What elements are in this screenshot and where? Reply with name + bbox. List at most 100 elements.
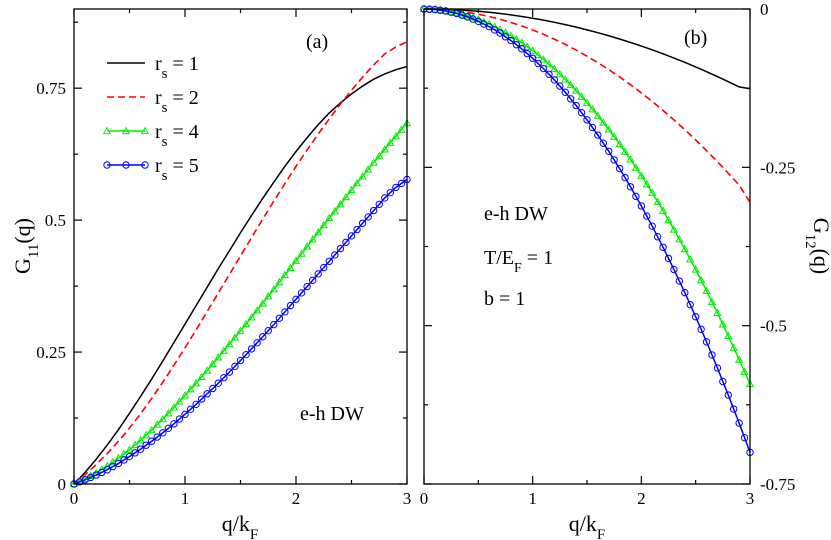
data-point bbox=[352, 178, 362, 187]
data-point bbox=[664, 254, 673, 263]
data-point bbox=[381, 194, 389, 202]
data-point bbox=[291, 256, 301, 264]
legend-label: rs = 4 bbox=[155, 121, 199, 150]
data-point bbox=[264, 326, 272, 335]
data-point bbox=[325, 213, 334, 222]
data-point bbox=[556, 82, 564, 90]
data-point bbox=[109, 462, 117, 471]
data-point bbox=[495, 25, 505, 33]
x-axis-title-a: q/kF bbox=[222, 511, 258, 540]
data-point bbox=[270, 320, 278, 329]
data-point bbox=[175, 415, 184, 423]
legend-marker bbox=[122, 161, 130, 169]
annotation-eh-dw-a: e-h DW bbox=[300, 403, 364, 425]
data-point bbox=[347, 232, 356, 240]
data-point bbox=[729, 343, 738, 351]
data-point bbox=[203, 390, 211, 398]
legend-item: rs = 1 bbox=[107, 53, 199, 82]
data-point bbox=[452, 9, 461, 18]
data-point bbox=[214, 353, 223, 361]
data-point bbox=[130, 440, 140, 449]
legend-label: rs = 5 bbox=[155, 155, 199, 184]
data-point bbox=[241, 319, 251, 328]
data-point bbox=[342, 238, 350, 246]
data-point bbox=[392, 183, 400, 192]
x-tick-label: 3 bbox=[403, 489, 412, 508]
x-tick-label: 0 bbox=[70, 489, 79, 508]
series-line bbox=[73, 65, 408, 485]
data-point bbox=[442, 7, 450, 15]
x-axis-title-b: q/kF bbox=[569, 511, 605, 540]
y-tick-label: 0.5 bbox=[45, 211, 66, 230]
data-point bbox=[186, 405, 195, 414]
data-point bbox=[501, 28, 510, 36]
data-point bbox=[220, 373, 228, 382]
data-point bbox=[659, 243, 667, 252]
data-point bbox=[258, 299, 267, 307]
data-point bbox=[180, 391, 190, 399]
data-point bbox=[269, 284, 278, 293]
legend-marker bbox=[102, 126, 112, 135]
data-point bbox=[588, 104, 597, 113]
data-point bbox=[108, 457, 117, 466]
data-point bbox=[496, 29, 504, 37]
data-point bbox=[561, 88, 569, 96]
data-point bbox=[103, 466, 112, 474]
data-point bbox=[170, 420, 178, 428]
legend-label: rs = 1 bbox=[155, 53, 199, 82]
data-point bbox=[544, 59, 554, 68]
data-point bbox=[186, 384, 195, 393]
data-point bbox=[308, 276, 317, 284]
legend-label: rs = 2 bbox=[155, 87, 199, 116]
legend-item: rs = 5 bbox=[103, 155, 199, 184]
data-point bbox=[347, 185, 356, 194]
data-point bbox=[358, 219, 367, 227]
data-point bbox=[208, 359, 217, 368]
data-point bbox=[103, 461, 112, 470]
data-point bbox=[253, 339, 261, 347]
data-point bbox=[658, 206, 668, 214]
data-point bbox=[358, 171, 367, 180]
data-point bbox=[131, 449, 139, 457]
data-point bbox=[594, 131, 602, 139]
data-point bbox=[637, 202, 646, 210]
y-tick-label: 0 bbox=[760, 0, 769, 19]
data-point bbox=[353, 225, 361, 234]
series-b-rs-2 bbox=[423, 8, 751, 203]
legend-marker bbox=[141, 161, 149, 169]
data-point bbox=[632, 192, 640, 201]
data-point bbox=[259, 333, 267, 341]
data-point bbox=[621, 173, 629, 182]
data-point bbox=[648, 222, 656, 230]
data-point bbox=[577, 108, 586, 117]
data-point bbox=[331, 251, 339, 259]
data-point bbox=[550, 64, 559, 73]
data-point bbox=[653, 197, 662, 205]
legend-marker bbox=[140, 126, 150, 135]
data-point bbox=[209, 384, 217, 393]
data-point bbox=[702, 286, 711, 294]
plot-frame-b bbox=[423, 8, 751, 485]
data-point bbox=[583, 116, 591, 124]
data-point bbox=[292, 295, 300, 303]
data-point bbox=[397, 179, 406, 188]
legend-marker bbox=[103, 161, 111, 169]
data-point bbox=[697, 325, 705, 334]
data-point bbox=[319, 220, 328, 229]
data-point bbox=[593, 111, 603, 119]
data-point bbox=[336, 199, 345, 208]
data-point bbox=[158, 414, 167, 423]
data-point bbox=[303, 282, 311, 291]
x-tick-label: 1 bbox=[181, 489, 190, 508]
data-point bbox=[604, 125, 613, 133]
series-a-rs-2 bbox=[73, 40, 408, 485]
annotation-b: b = 1 bbox=[484, 288, 525, 310]
data-point bbox=[436, 6, 444, 14]
data-point bbox=[610, 132, 619, 140]
data-point bbox=[164, 408, 173, 417]
data-point bbox=[336, 244, 345, 253]
data-point bbox=[314, 270, 322, 278]
data-point bbox=[169, 403, 179, 411]
data-point bbox=[225, 368, 234, 376]
data-point bbox=[114, 459, 123, 468]
